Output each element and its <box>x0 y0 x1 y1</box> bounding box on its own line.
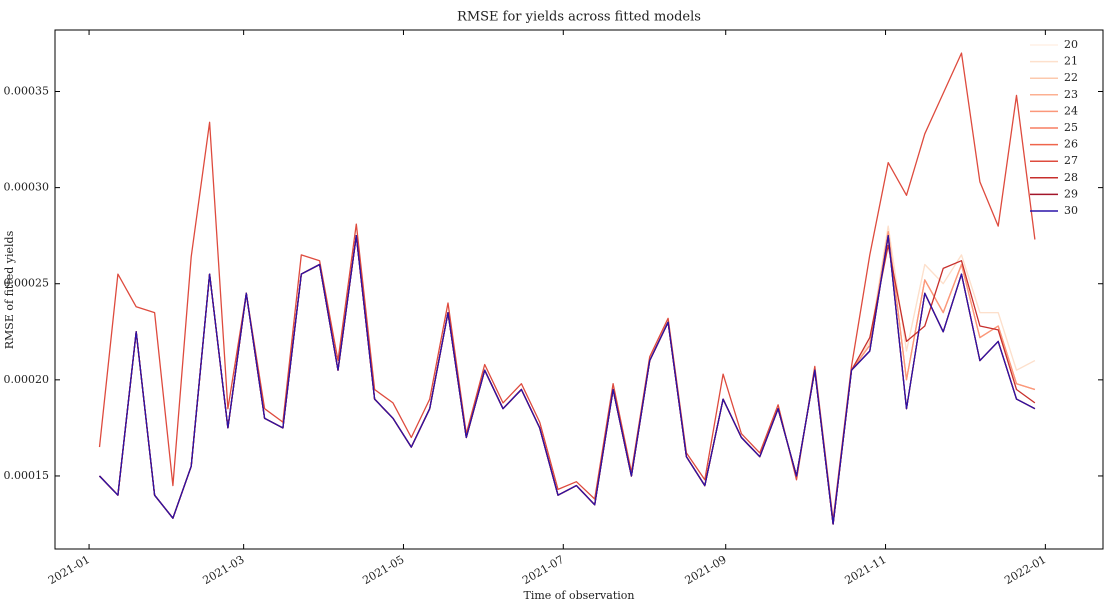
y-tick-label: 0.00020 <box>4 373 50 386</box>
legend-label: 24 <box>1064 104 1078 117</box>
legend-label: 22 <box>1064 71 1078 84</box>
legend-label: 27 <box>1064 154 1078 167</box>
x-axis-label: Time of observation <box>524 589 635 602</box>
series-line <box>99 225 1036 525</box>
legend-label: 25 <box>1064 121 1078 134</box>
legend-label: 29 <box>1064 187 1078 200</box>
x-tick-label: 2021-01 <box>46 553 92 587</box>
series-line <box>99 235 1036 525</box>
y-tick-label: 0.00035 <box>4 85 50 98</box>
legend-label: 26 <box>1064 138 1078 151</box>
legend-label: 28 <box>1064 171 1078 184</box>
y-tick-label: 0.00015 <box>4 469 50 482</box>
series-line <box>99 235 1036 525</box>
x-tick-label: 2021-11 <box>842 553 888 587</box>
y-tick-label: 0.00025 <box>4 277 50 290</box>
x-tick-label: 2021-07 <box>520 553 566 587</box>
x-tick-label: 2021-09 <box>683 553 729 587</box>
series-line <box>98 52 1036 521</box>
y-tick-label: 0.00030 <box>4 181 50 194</box>
x-tick-label: 2022-01 <box>1002 553 1048 587</box>
legend-label: 30 <box>1064 204 1078 217</box>
x-tick-label: 2021-05 <box>360 553 406 587</box>
legend-label: 20 <box>1064 38 1078 51</box>
y-axis-label: RMSE of fitted yields <box>3 230 16 349</box>
chart-title: RMSE for yields across fitted models <box>457 10 701 25</box>
legend-label: 21 <box>1064 55 1078 68</box>
legend-label: 23 <box>1064 88 1078 101</box>
plot-frame <box>54 29 1104 550</box>
x-tick-label: 2021-03 <box>201 553 247 587</box>
